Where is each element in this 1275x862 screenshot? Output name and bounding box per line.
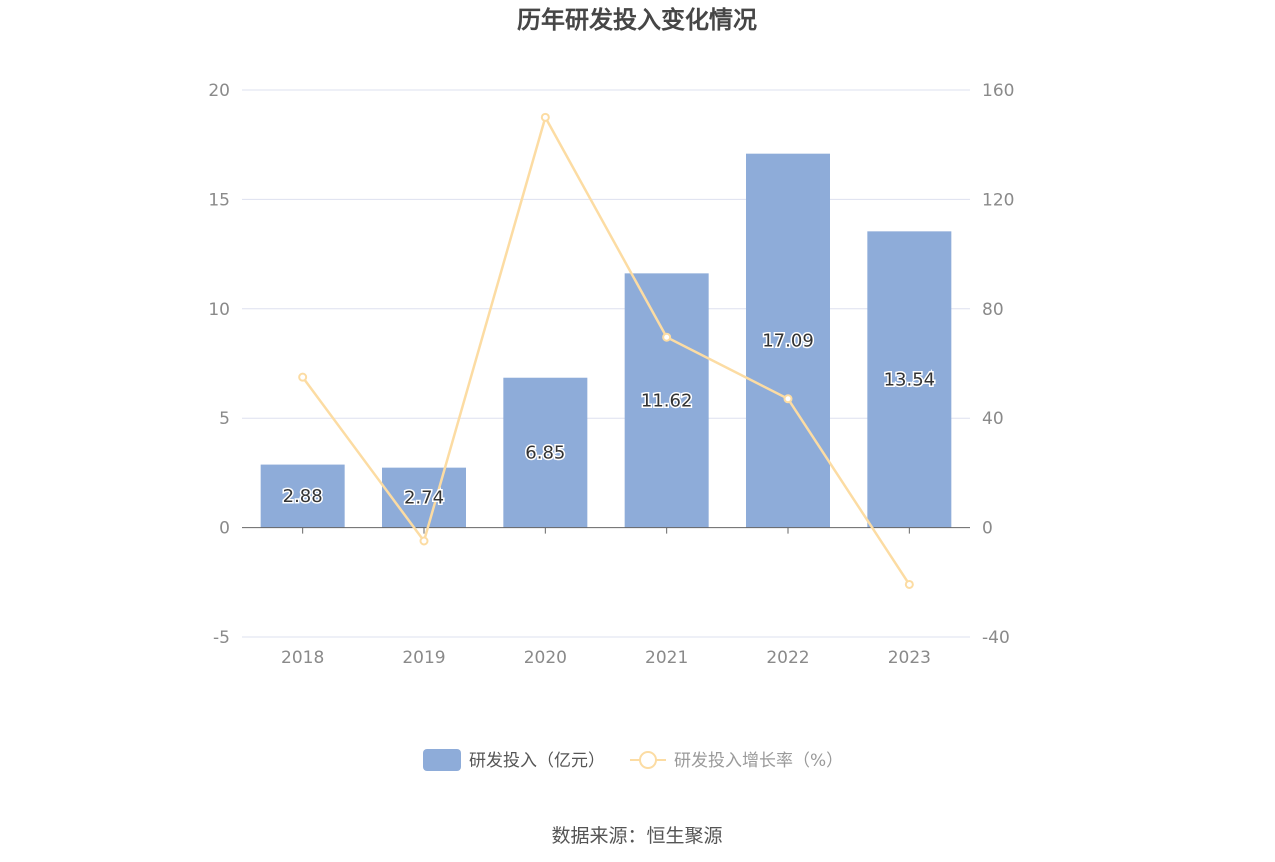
chart-title: 历年研发投入变化情况 — [517, 6, 757, 34]
bar-value-label: 2.74 — [404, 488, 444, 509]
growth-point — [540, 112, 550, 122]
bar — [382, 467, 466, 528]
growth-point — [298, 372, 308, 382]
y-right-tick-label: 80 — [982, 300, 1004, 320]
y-right-tick-label: 160 — [982, 81, 1014, 101]
legend-bar-swatch[interactable] — [423, 749, 461, 771]
bar — [746, 153, 830, 528]
growth-point — [662, 332, 672, 342]
growth-point — [904, 579, 914, 589]
grid-layer — [242, 89, 970, 638]
y-left-tick-label: -5 — [213, 628, 230, 648]
legend-bar-label[interactable]: 研发投入（亿元） — [469, 751, 605, 771]
y-left-tick-label: 15 — [208, 190, 230, 210]
y-right-tick-label: 0 — [982, 519, 993, 539]
labels-layer: 2.88 2.74 6.85 11.62 17.09 13.54 — [281, 329, 936, 510]
y-left-tick-label: 5 — [219, 409, 230, 429]
bars-layer — [260, 153, 952, 528]
x-tick-label: 2023 — [888, 648, 931, 668]
x-tick-label: 2019 — [402, 648, 445, 668]
x-tick-label: 2021 — [645, 648, 688, 668]
bar — [260, 464, 345, 528]
legend-line-marker[interactable] — [639, 751, 657, 769]
y-left-tick-label: 0 — [219, 519, 230, 539]
bar-value-label: 6.85 — [525, 443, 565, 464]
axis-layer: -5 -40 0 0 5 40 10 80 15 120 20 160 2018 2019 2020 2021… — [208, 81, 1014, 668]
bar-value-label: 11.62 — [641, 390, 693, 411]
bar — [503, 377, 588, 528]
y-left-tick-label: 20 — [208, 81, 230, 101]
bar — [624, 273, 709, 528]
line-layer — [298, 112, 914, 589]
y-right-tick-label: 40 — [982, 409, 1004, 429]
y-left-tick-label: 10 — [208, 300, 230, 320]
x-tick-label: 2018 — [281, 648, 324, 668]
x-tick-label: 2020 — [524, 648, 567, 668]
bar-value-label: 17.09 — [762, 331, 814, 352]
growth-line — [301, 114, 911, 586]
x-tick-label: 2022 — [766, 648, 809, 668]
bar-value-label: 2.88 — [283, 486, 323, 507]
bar — [867, 231, 952, 528]
y-right-tick-label: -40 — [982, 628, 1010, 648]
growth-point — [783, 394, 793, 404]
legend-line-label[interactable]: 研发投入增长率（%） — [674, 751, 843, 771]
bar-value-label: 13.54 — [884, 369, 936, 390]
data-source: 数据来源：恒生聚源 — [551, 825, 722, 847]
legend: 研发投入（亿元） 研发投入增长率（%） — [423, 749, 843, 771]
y-right-tick-label: 120 — [982, 190, 1014, 210]
growth-point — [419, 536, 429, 546]
